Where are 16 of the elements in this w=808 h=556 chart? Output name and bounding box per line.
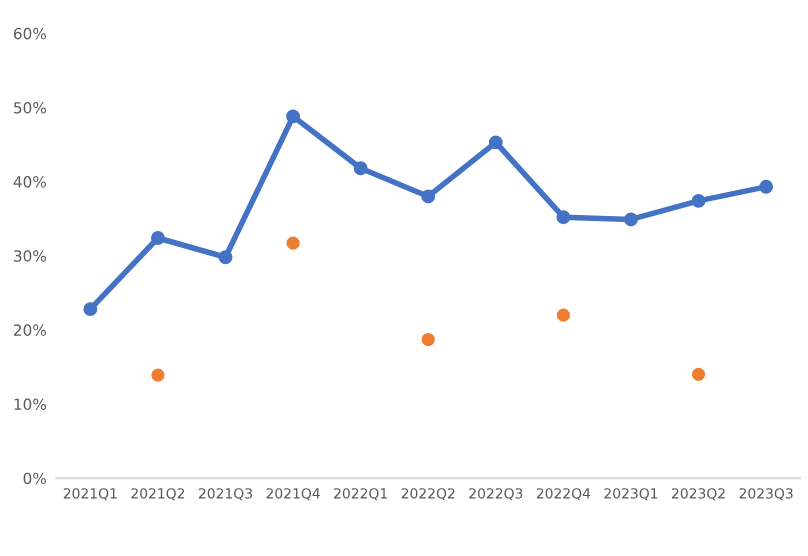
point	[421, 189, 436, 204]
point	[691, 193, 706, 208]
point	[286, 236, 300, 250]
point	[488, 135, 503, 150]
point	[151, 368, 165, 382]
point	[691, 367, 706, 381]
point	[286, 109, 301, 124]
point	[556, 308, 570, 322]
point	[218, 250, 233, 265]
point	[83, 302, 98, 317]
point	[759, 179, 774, 194]
point	[624, 212, 638, 227]
point	[421, 332, 435, 347]
point	[150, 231, 165, 245]
point	[556, 210, 571, 225]
point	[353, 161, 368, 176]
